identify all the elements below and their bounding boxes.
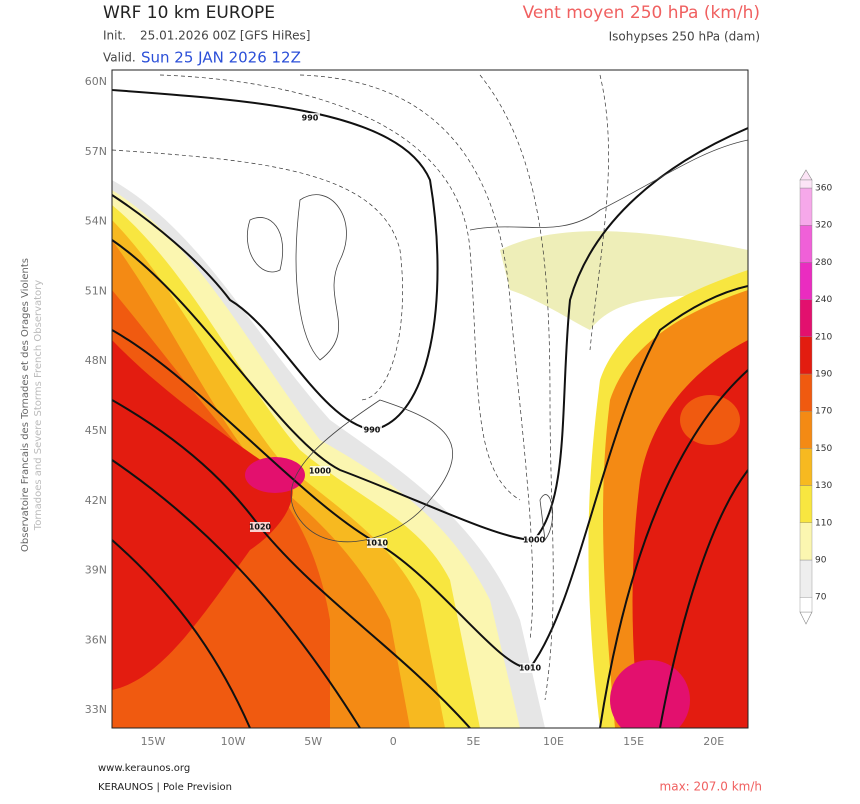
lon-label: 10E xyxy=(543,735,564,748)
colorbar-segment xyxy=(799,299,813,338)
contour-label-bg xyxy=(367,538,387,548)
lon-label: 10W xyxy=(221,735,246,748)
contour-label-bg xyxy=(310,466,330,476)
lon-label: 15W xyxy=(141,735,166,748)
lat-label: 60N xyxy=(85,75,107,88)
contour-label-bg xyxy=(300,113,320,123)
colorbar-segment xyxy=(799,187,813,226)
contour-label-bg xyxy=(520,663,540,673)
lat-label: 51N xyxy=(85,284,107,297)
colorbar-label: 150 xyxy=(815,444,832,454)
lon-label: 15E xyxy=(623,735,644,748)
colorbar-segment xyxy=(799,522,813,561)
colorbar-label: 90 xyxy=(815,556,827,566)
map-frame xyxy=(111,69,749,729)
lat-label: 57N xyxy=(85,145,107,158)
contour-label: 1000 xyxy=(309,467,332,476)
lon-label: 20E xyxy=(703,735,724,748)
colorbar-label: 280 xyxy=(815,258,832,268)
colorbar-label: 70 xyxy=(815,593,827,603)
contour-title: Isohypses 250 hPa (dam) xyxy=(609,30,760,44)
side-text: Observatoire Francais des Tornades et de… xyxy=(20,258,31,552)
colorbar-label: 170 xyxy=(815,407,832,417)
contour-label: 990 xyxy=(302,114,319,123)
colorbar-label: 210 xyxy=(815,332,832,342)
colorbar-label: 360 xyxy=(815,184,832,194)
footer-site: www.keraunos.org xyxy=(98,763,190,774)
field-title: Vent moyen 250 hPa (km/h) xyxy=(523,3,760,23)
colorbar-label: 240 xyxy=(815,295,832,305)
contour-label: 1000 xyxy=(523,536,546,545)
valid-label: Valid. xyxy=(103,51,136,65)
lat-label: 42N xyxy=(85,494,107,507)
contour-label: 1020 xyxy=(249,523,272,532)
contour-label: 1010 xyxy=(519,664,542,673)
lon-label: 5E xyxy=(466,735,480,748)
title: WRF 10 km EUROPE xyxy=(103,3,275,23)
init-label: Init. xyxy=(103,29,126,43)
lon-label: 0 xyxy=(390,735,397,748)
side-text-en: Tornadoes and Severe Storms French Obser… xyxy=(33,280,44,531)
colorbar-segment xyxy=(799,448,813,486)
lat-label: 54N xyxy=(85,215,107,228)
lat-label: 45N xyxy=(85,424,107,437)
colorbar-segment xyxy=(799,373,813,412)
colorbar-cap-top xyxy=(799,179,813,189)
valid: Sun 25 JAN 2026 12Z xyxy=(141,49,301,67)
colorbar-label: 320 xyxy=(815,221,832,231)
contour-label: 1010 xyxy=(366,539,389,548)
colorbar-segment xyxy=(799,411,813,449)
map xyxy=(112,70,748,728)
contour-label-bg xyxy=(362,425,382,435)
init: 25.01.2026 00Z [GFS HiRes] xyxy=(140,29,310,43)
colorbar-segment xyxy=(799,485,813,524)
contour-label-bg xyxy=(524,535,544,545)
contour-label: 990 xyxy=(364,426,381,435)
colorbar-label: 110 xyxy=(815,518,832,528)
contour-label-bg xyxy=(250,522,270,532)
lon-label: 5W xyxy=(304,735,322,748)
colorbar-segment xyxy=(799,559,813,598)
lat-label: 33N xyxy=(85,703,107,716)
colorbar-label: 130 xyxy=(815,481,832,491)
lat-label: 39N xyxy=(85,564,107,577)
colorbar-segment xyxy=(799,336,813,375)
lat-label: 48N xyxy=(85,354,107,367)
colorbar-label: 190 xyxy=(815,370,832,380)
colorbar-cap-bottom xyxy=(799,597,813,613)
footer-credit: KERAUNOS | Pole Prevision xyxy=(98,782,232,793)
colorbar-segment xyxy=(799,262,813,300)
lat-label: 36N xyxy=(85,633,107,646)
colorbar-segment xyxy=(799,224,813,263)
footer-max: max: 207.0 km/h xyxy=(660,780,762,794)
